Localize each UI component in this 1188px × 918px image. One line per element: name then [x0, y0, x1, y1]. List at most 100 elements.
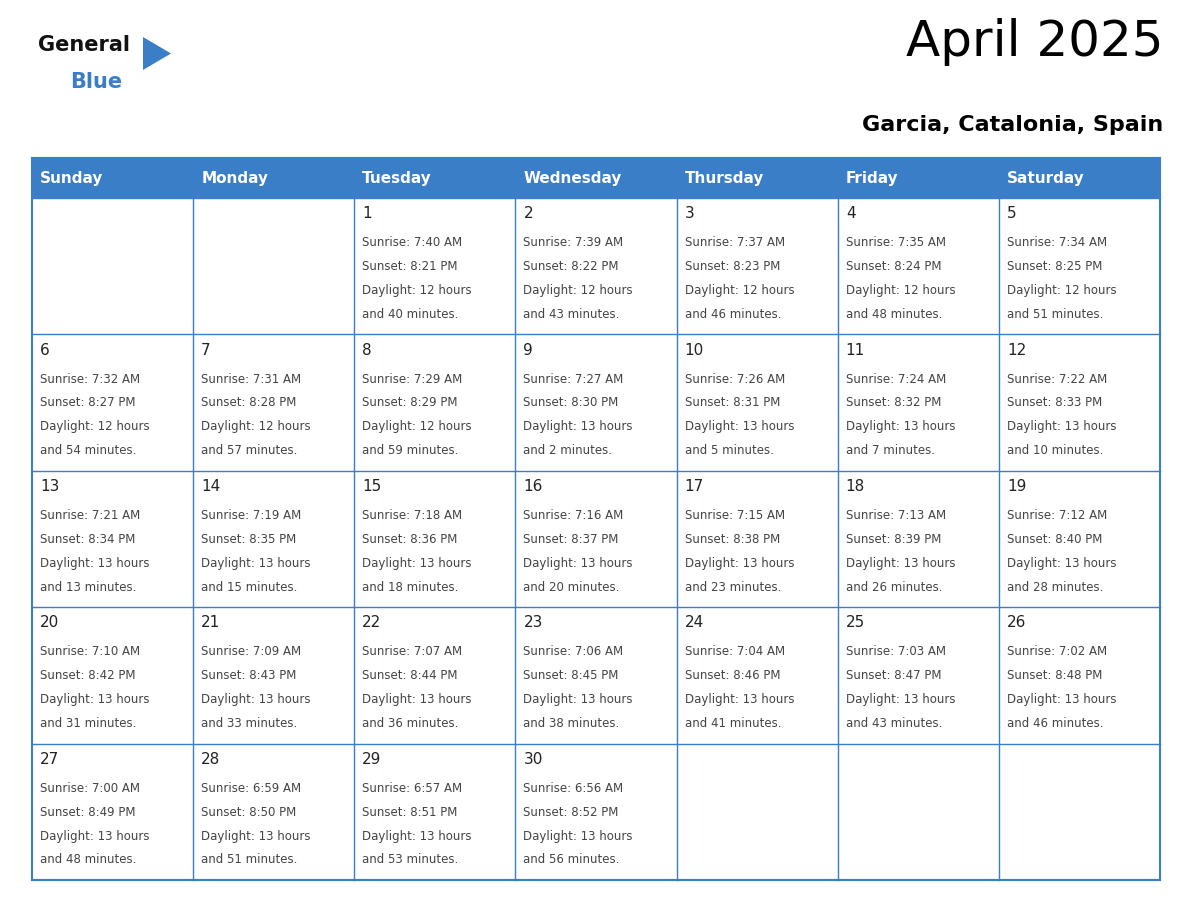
Text: Thursday: Thursday [684, 171, 764, 185]
Text: Sunrise: 7:10 AM: Sunrise: 7:10 AM [40, 645, 140, 658]
Text: Sunrise: 7:34 AM: Sunrise: 7:34 AM [1007, 236, 1107, 249]
Bar [32, 198, 194, 334]
Text: Sunrise: 7:21 AM: Sunrise: 7:21 AM [40, 509, 140, 522]
Text: and 53 minutes.: and 53 minutes. [362, 854, 459, 867]
Text: Sunset: 8:45 PM: Sunset: 8:45 PM [524, 669, 619, 682]
Text: Sunrise: 7:29 AM: Sunrise: 7:29 AM [362, 373, 462, 386]
Text: and 33 minutes.: and 33 minutes. [201, 717, 297, 730]
Text: 30: 30 [524, 752, 543, 767]
Text: Sunrise: 7:39 AM: Sunrise: 7:39 AM [524, 236, 624, 249]
Text: Daylight: 12 hours: Daylight: 12 hours [201, 420, 311, 433]
Text: Daylight: 12 hours: Daylight: 12 hours [846, 284, 955, 297]
Bar [999, 471, 1159, 607]
Bar [999, 607, 1159, 744]
Text: Daylight: 13 hours: Daylight: 13 hours [684, 420, 794, 433]
Text: Sunrise: 7:40 AM: Sunrise: 7:40 AM [362, 236, 462, 249]
Text: Sunset: 8:21 PM: Sunset: 8:21 PM [362, 260, 457, 273]
Bar [838, 198, 999, 334]
Text: Daylight: 13 hours: Daylight: 13 hours [201, 830, 311, 843]
Text: and 2 minutes.: and 2 minutes. [524, 444, 613, 457]
Bar [677, 471, 838, 607]
Text: Sunset: 8:34 PM: Sunset: 8:34 PM [40, 532, 135, 546]
Text: Sunset: 8:31 PM: Sunset: 8:31 PM [684, 397, 781, 409]
Text: 14: 14 [201, 479, 221, 494]
Text: Sunrise: 7:19 AM: Sunrise: 7:19 AM [201, 509, 302, 522]
Text: 11: 11 [846, 342, 865, 358]
Bar [354, 471, 516, 607]
Text: Daylight: 13 hours: Daylight: 13 hours [846, 693, 955, 706]
Text: Sunrise: 7:12 AM: Sunrise: 7:12 AM [1007, 509, 1107, 522]
Text: and 59 minutes.: and 59 minutes. [362, 444, 459, 457]
Text: Tuesday: Tuesday [362, 171, 432, 185]
Bar [354, 198, 516, 334]
Text: Sunday: Sunday [40, 171, 103, 185]
Text: 18: 18 [846, 479, 865, 494]
Bar [516, 198, 677, 334]
Text: Sunset: 8:30 PM: Sunset: 8:30 PM [524, 397, 619, 409]
Text: Sunset: 8:39 PM: Sunset: 8:39 PM [846, 532, 941, 546]
Text: Daylight: 13 hours: Daylight: 13 hours [40, 556, 150, 570]
Bar [516, 471, 677, 607]
Text: and 43 minutes.: and 43 minutes. [846, 717, 942, 730]
Bar [194, 471, 354, 607]
Bar [677, 334, 838, 471]
Text: and 28 minutes.: and 28 minutes. [1007, 580, 1104, 594]
Text: Sunset: 8:37 PM: Sunset: 8:37 PM [524, 532, 619, 546]
Text: Sunrise: 7:16 AM: Sunrise: 7:16 AM [524, 509, 624, 522]
Text: Sunset: 8:23 PM: Sunset: 8:23 PM [684, 260, 781, 273]
Text: 23: 23 [524, 615, 543, 631]
Bar [838, 158, 999, 198]
Text: and 41 minutes.: and 41 minutes. [684, 717, 782, 730]
Text: Sunset: 8:29 PM: Sunset: 8:29 PM [362, 397, 457, 409]
Text: Sunset: 8:24 PM: Sunset: 8:24 PM [846, 260, 941, 273]
Text: Daylight: 13 hours: Daylight: 13 hours [524, 830, 633, 843]
Text: 6: 6 [40, 342, 50, 358]
Text: Sunset: 8:47 PM: Sunset: 8:47 PM [846, 669, 941, 682]
Bar [516, 744, 677, 880]
Bar [677, 158, 838, 198]
Text: Sunrise: 7:24 AM: Sunrise: 7:24 AM [846, 373, 946, 386]
Text: Sunrise: 7:37 AM: Sunrise: 7:37 AM [684, 236, 785, 249]
Text: Friday: Friday [846, 171, 898, 185]
Bar [838, 334, 999, 471]
Text: 10: 10 [684, 342, 703, 358]
Text: and 31 minutes.: and 31 minutes. [40, 717, 137, 730]
Text: Sunset: 8:44 PM: Sunset: 8:44 PM [362, 669, 457, 682]
Text: 7: 7 [201, 342, 210, 358]
Bar [32, 471, 194, 607]
Text: Sunrise: 7:27 AM: Sunrise: 7:27 AM [524, 373, 624, 386]
Bar [354, 158, 516, 198]
Bar [999, 198, 1159, 334]
Bar [838, 471, 999, 607]
Text: Sunrise: 7:00 AM: Sunrise: 7:00 AM [40, 782, 140, 795]
Text: and 18 minutes.: and 18 minutes. [362, 580, 459, 594]
Polygon shape [143, 37, 171, 70]
Text: Daylight: 13 hours: Daylight: 13 hours [362, 693, 472, 706]
Text: Daylight: 13 hours: Daylight: 13 hours [362, 830, 472, 843]
Bar [677, 198, 838, 334]
Text: and 15 minutes.: and 15 minutes. [201, 580, 297, 594]
Text: and 46 minutes.: and 46 minutes. [684, 308, 782, 320]
Text: 9: 9 [524, 342, 533, 358]
Text: 15: 15 [362, 479, 381, 494]
Bar [354, 607, 516, 744]
Text: 28: 28 [201, 752, 221, 767]
Bar [516, 334, 677, 471]
Text: Sunset: 8:46 PM: Sunset: 8:46 PM [684, 669, 781, 682]
Text: and 56 minutes.: and 56 minutes. [524, 854, 620, 867]
Text: Sunset: 8:51 PM: Sunset: 8:51 PM [362, 806, 457, 819]
Text: Sunset: 8:52 PM: Sunset: 8:52 PM [524, 806, 619, 819]
Bar [194, 744, 354, 880]
Text: 17: 17 [684, 479, 703, 494]
Text: Daylight: 13 hours: Daylight: 13 hours [40, 830, 150, 843]
Text: Daylight: 13 hours: Daylight: 13 hours [846, 556, 955, 570]
Text: 26: 26 [1007, 615, 1026, 631]
Text: Sunset: 8:22 PM: Sunset: 8:22 PM [524, 260, 619, 273]
Bar [32, 744, 194, 880]
Text: and 57 minutes.: and 57 minutes. [201, 444, 297, 457]
Bar [677, 744, 838, 880]
Text: Sunrise: 7:04 AM: Sunrise: 7:04 AM [684, 645, 785, 658]
Text: Daylight: 13 hours: Daylight: 13 hours [684, 693, 794, 706]
Text: Sunset: 8:25 PM: Sunset: 8:25 PM [1007, 260, 1102, 273]
Text: Sunrise: 7:22 AM: Sunrise: 7:22 AM [1007, 373, 1107, 386]
